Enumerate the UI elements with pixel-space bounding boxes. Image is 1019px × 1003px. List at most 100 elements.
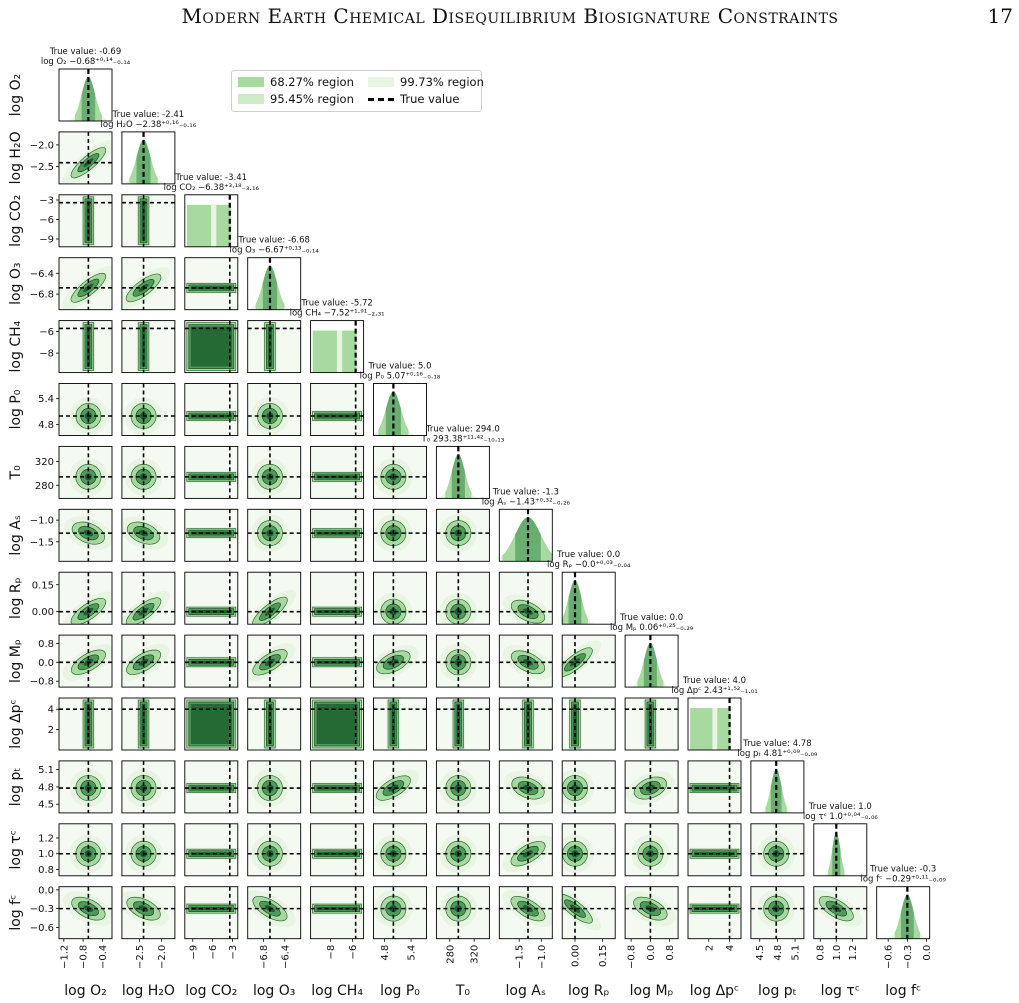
y-tick-label: −2.5	[30, 162, 54, 173]
panel-12-9	[624, 823, 679, 877]
panel-content	[436, 760, 490, 813]
panel-11-4	[310, 760, 365, 814]
posterior-band-gap	[211, 204, 217, 247]
panel-content	[184, 760, 238, 813]
panel-9-2	[184, 634, 239, 688]
true-value-label: True value: 4.0	[682, 676, 746, 686]
panel-content	[247, 760, 301, 813]
y-tick-label: −0.8	[30, 677, 54, 688]
panel-frame	[435, 886, 490, 940]
panel-12-8	[561, 823, 616, 877]
panel-frame	[121, 445, 176, 499]
x-axis-label: log H₂O	[122, 983, 175, 999]
panel-content	[373, 635, 427, 688]
panel-frame	[498, 823, 553, 877]
region-core	[316, 786, 358, 790]
panel-content	[813, 823, 867, 876]
panel-frame	[58, 760, 113, 814]
panel-content	[690, 698, 731, 750]
panel-content	[310, 823, 364, 876]
y-axis-label: log CO₂	[8, 195, 24, 247]
panel-7-4	[310, 508, 365, 562]
x-tick-label: −0.6	[884, 945, 895, 969]
x-axis-label: log O₃	[253, 983, 295, 999]
true-value-label: True value: -1.3	[492, 487, 559, 497]
estimate-label: log H₂O −2.38⁺⁰·¹⁶₋₀.₁₆	[101, 120, 197, 130]
panel-frame	[121, 886, 176, 940]
panel-7-2	[184, 508, 239, 562]
panel-frame	[121, 571, 176, 625]
panel-content	[373, 823, 427, 876]
panel-frame	[184, 823, 239, 877]
panel-frame	[247, 823, 302, 877]
panel-11-8	[561, 760, 616, 814]
panel-content	[373, 698, 427, 750]
panel-frame	[58, 445, 113, 499]
x-tick-label: −8	[326, 945, 337, 960]
posterior-68	[262, 265, 278, 310]
panel-content	[184, 572, 238, 625]
panel-frame	[58, 508, 113, 562]
panel-frame	[373, 886, 427, 940]
y-tick-label: 4.8	[38, 782, 54, 793]
y-tick-label: 0.8	[38, 865, 54, 876]
legend-swatch-95	[238, 94, 264, 104]
panel-frame	[247, 257, 302, 311]
x-axis-label: log Aₛ	[506, 983, 547, 999]
legend-label-95: 95.45% region	[270, 92, 354, 106]
panel-content	[247, 446, 301, 499]
panel-6-0: 280 320	[35, 445, 113, 499]
true-value-label: True value: -0.3	[869, 865, 936, 875]
estimate-label: log Aₛ −1.43⁺⁰·³²₋₀.₂₆	[482, 497, 571, 507]
panel-5-2	[184, 383, 239, 436]
panel-frame	[58, 886, 113, 940]
panel-bg	[310, 383, 364, 436]
panel-frame	[184, 697, 239, 751]
x-axis-label: log fᶜ	[885, 983, 921, 999]
region-core	[316, 660, 358, 664]
panel-2-0: −9 −6 −3	[39, 194, 113, 248]
panel-11-0: 4.5 4.8 5.1	[38, 760, 113, 814]
panel-content	[184, 383, 238, 436]
estimate-label: log Mₚ 0.06⁺⁰·²⁵₋₀.₂₉	[610, 623, 694, 633]
x-tick-label: −0.8	[627, 945, 638, 969]
panel-4-1	[121, 320, 176, 374]
panel-content	[499, 572, 553, 625]
panel-content	[121, 131, 175, 184]
region-core	[190, 531, 232, 535]
true-value-label: True value: 5.0	[367, 362, 431, 372]
region-core	[645, 784, 656, 792]
panel-content	[436, 698, 490, 750]
panel-frame	[687, 823, 742, 877]
y-tick-label: 0.0	[38, 658, 54, 669]
panel-content	[625, 886, 679, 939]
x-tick-label: 4.8	[773, 945, 784, 961]
panel-content	[562, 886, 616, 939]
region-core	[391, 704, 396, 744]
panel-frame	[373, 383, 427, 436]
y-axis-label: T₀	[8, 465, 24, 481]
panel-frame	[750, 760, 805, 814]
panel-content	[750, 823, 804, 876]
x-tick-label: −9	[188, 945, 199, 960]
y-tick-label: 1.0	[38, 849, 54, 860]
y-tick-label: −1.0	[30, 516, 54, 527]
panel-11-3	[247, 760, 302, 814]
y-axis-label: log H₂O	[8, 131, 24, 184]
region-core	[190, 326, 232, 367]
panel-frame	[184, 445, 239, 499]
region-core	[86, 200, 91, 241]
panel-frame	[373, 571, 427, 625]
panel-frame	[498, 697, 553, 751]
posterior-68	[385, 391, 401, 436]
panel-frame	[687, 697, 742, 751]
